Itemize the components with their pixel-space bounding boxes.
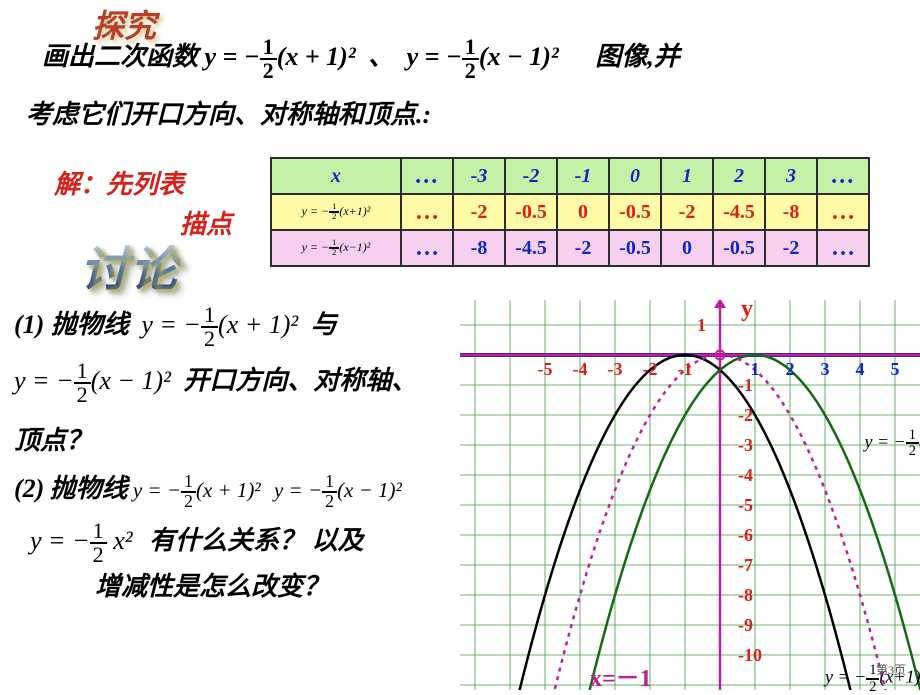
q1-line2: y = −12(x − 1)² 开口方向、对称轴、 <box>14 360 417 406</box>
svg-text:-10: -10 <box>738 645 762 665</box>
svg-text:-4: -4 <box>738 465 753 485</box>
svg-text:5: 5 <box>891 359 900 379</box>
table-row-1: y = −12(x+1)² … -2 -0.5 0 -0.5 -2 -4.5 -… <box>271 194 869 230</box>
problem-line-2: 考虑它们开口方向、对称轴和顶点.: <box>26 94 431 131</box>
table-head-row: x … -3 -2 -1 0 1 2 3 … <box>271 158 869 194</box>
svg-text:-1: -1 <box>678 359 693 379</box>
row2-formula: y = −12(x−1)² <box>271 230 401 266</box>
miaodian-label: 描点 <box>180 204 232 241</box>
q2-line2: y = −12 x² 有什么关系？ 以及 <box>30 520 364 566</box>
parabola-chart: -5-4-3-2-1123451-1-2-3-4-5-6-7-8-9-10 y … <box>460 300 920 690</box>
value-table: x … -3 -2 -1 0 1 2 3 … y = −12(x+1)² … -… <box>270 157 870 267</box>
y-axis-label: y <box>741 296 753 323</box>
problem-line-1: 画出二次函数 y = −12(x + 1)² 、 y = −12(x − 1)²… <box>42 36 680 82</box>
solve-label: 解：先列表 <box>54 164 184 201</box>
svg-text:-2: -2 <box>738 405 753 425</box>
svg-text:-4: -4 <box>573 359 588 379</box>
svg-text:1: 1 <box>697 315 706 335</box>
svg-text:-6: -6 <box>738 525 753 545</box>
eq-label-1: y = −12( <box>865 428 920 459</box>
chart-svg: -5-4-3-2-1123451-1-2-3-4-5-6-7-8-9-10 <box>460 300 920 690</box>
svg-text:-3: -3 <box>608 359 623 379</box>
svg-text:-7: -7 <box>738 555 753 575</box>
q2-line1: (2) 抛物线 y = −12(x + 1)² y = −12(x − 1)² <box>14 468 402 511</box>
svg-text:4: 4 <box>856 359 865 379</box>
svg-text:-1: -1 <box>738 375 753 395</box>
svg-text:3: 3 <box>821 359 830 379</box>
page-footer: 第3页 <box>876 661 906 678</box>
svg-text:-5: -5 <box>538 359 553 379</box>
p1-text: 画出二次函数 <box>42 42 198 71</box>
q1-line3: 顶点？ <box>14 420 92 457</box>
table-row-2: y = −12(x−1)² … -8 -4.5 -2 -0.5 0 -0.5 -… <box>271 230 869 266</box>
q2-line3: 增减性是怎么改变？ <box>95 566 329 603</box>
row1-formula: y = −12(x+1)² <box>271 194 401 230</box>
svg-text:-2: -2 <box>643 359 658 379</box>
svg-text:-8: -8 <box>738 585 753 605</box>
discuss-badge: 讨论 <box>80 230 180 300</box>
x-equals-label: x=－1 <box>590 658 652 693</box>
svg-text:-9: -9 <box>738 615 753 635</box>
q1-line1: (1) 抛物线 y = −12(x + 1)² 与 <box>14 304 337 350</box>
svg-text:2: 2 <box>786 359 795 379</box>
svg-text:-5: -5 <box>738 495 753 515</box>
svg-text:-3: -3 <box>738 435 753 455</box>
